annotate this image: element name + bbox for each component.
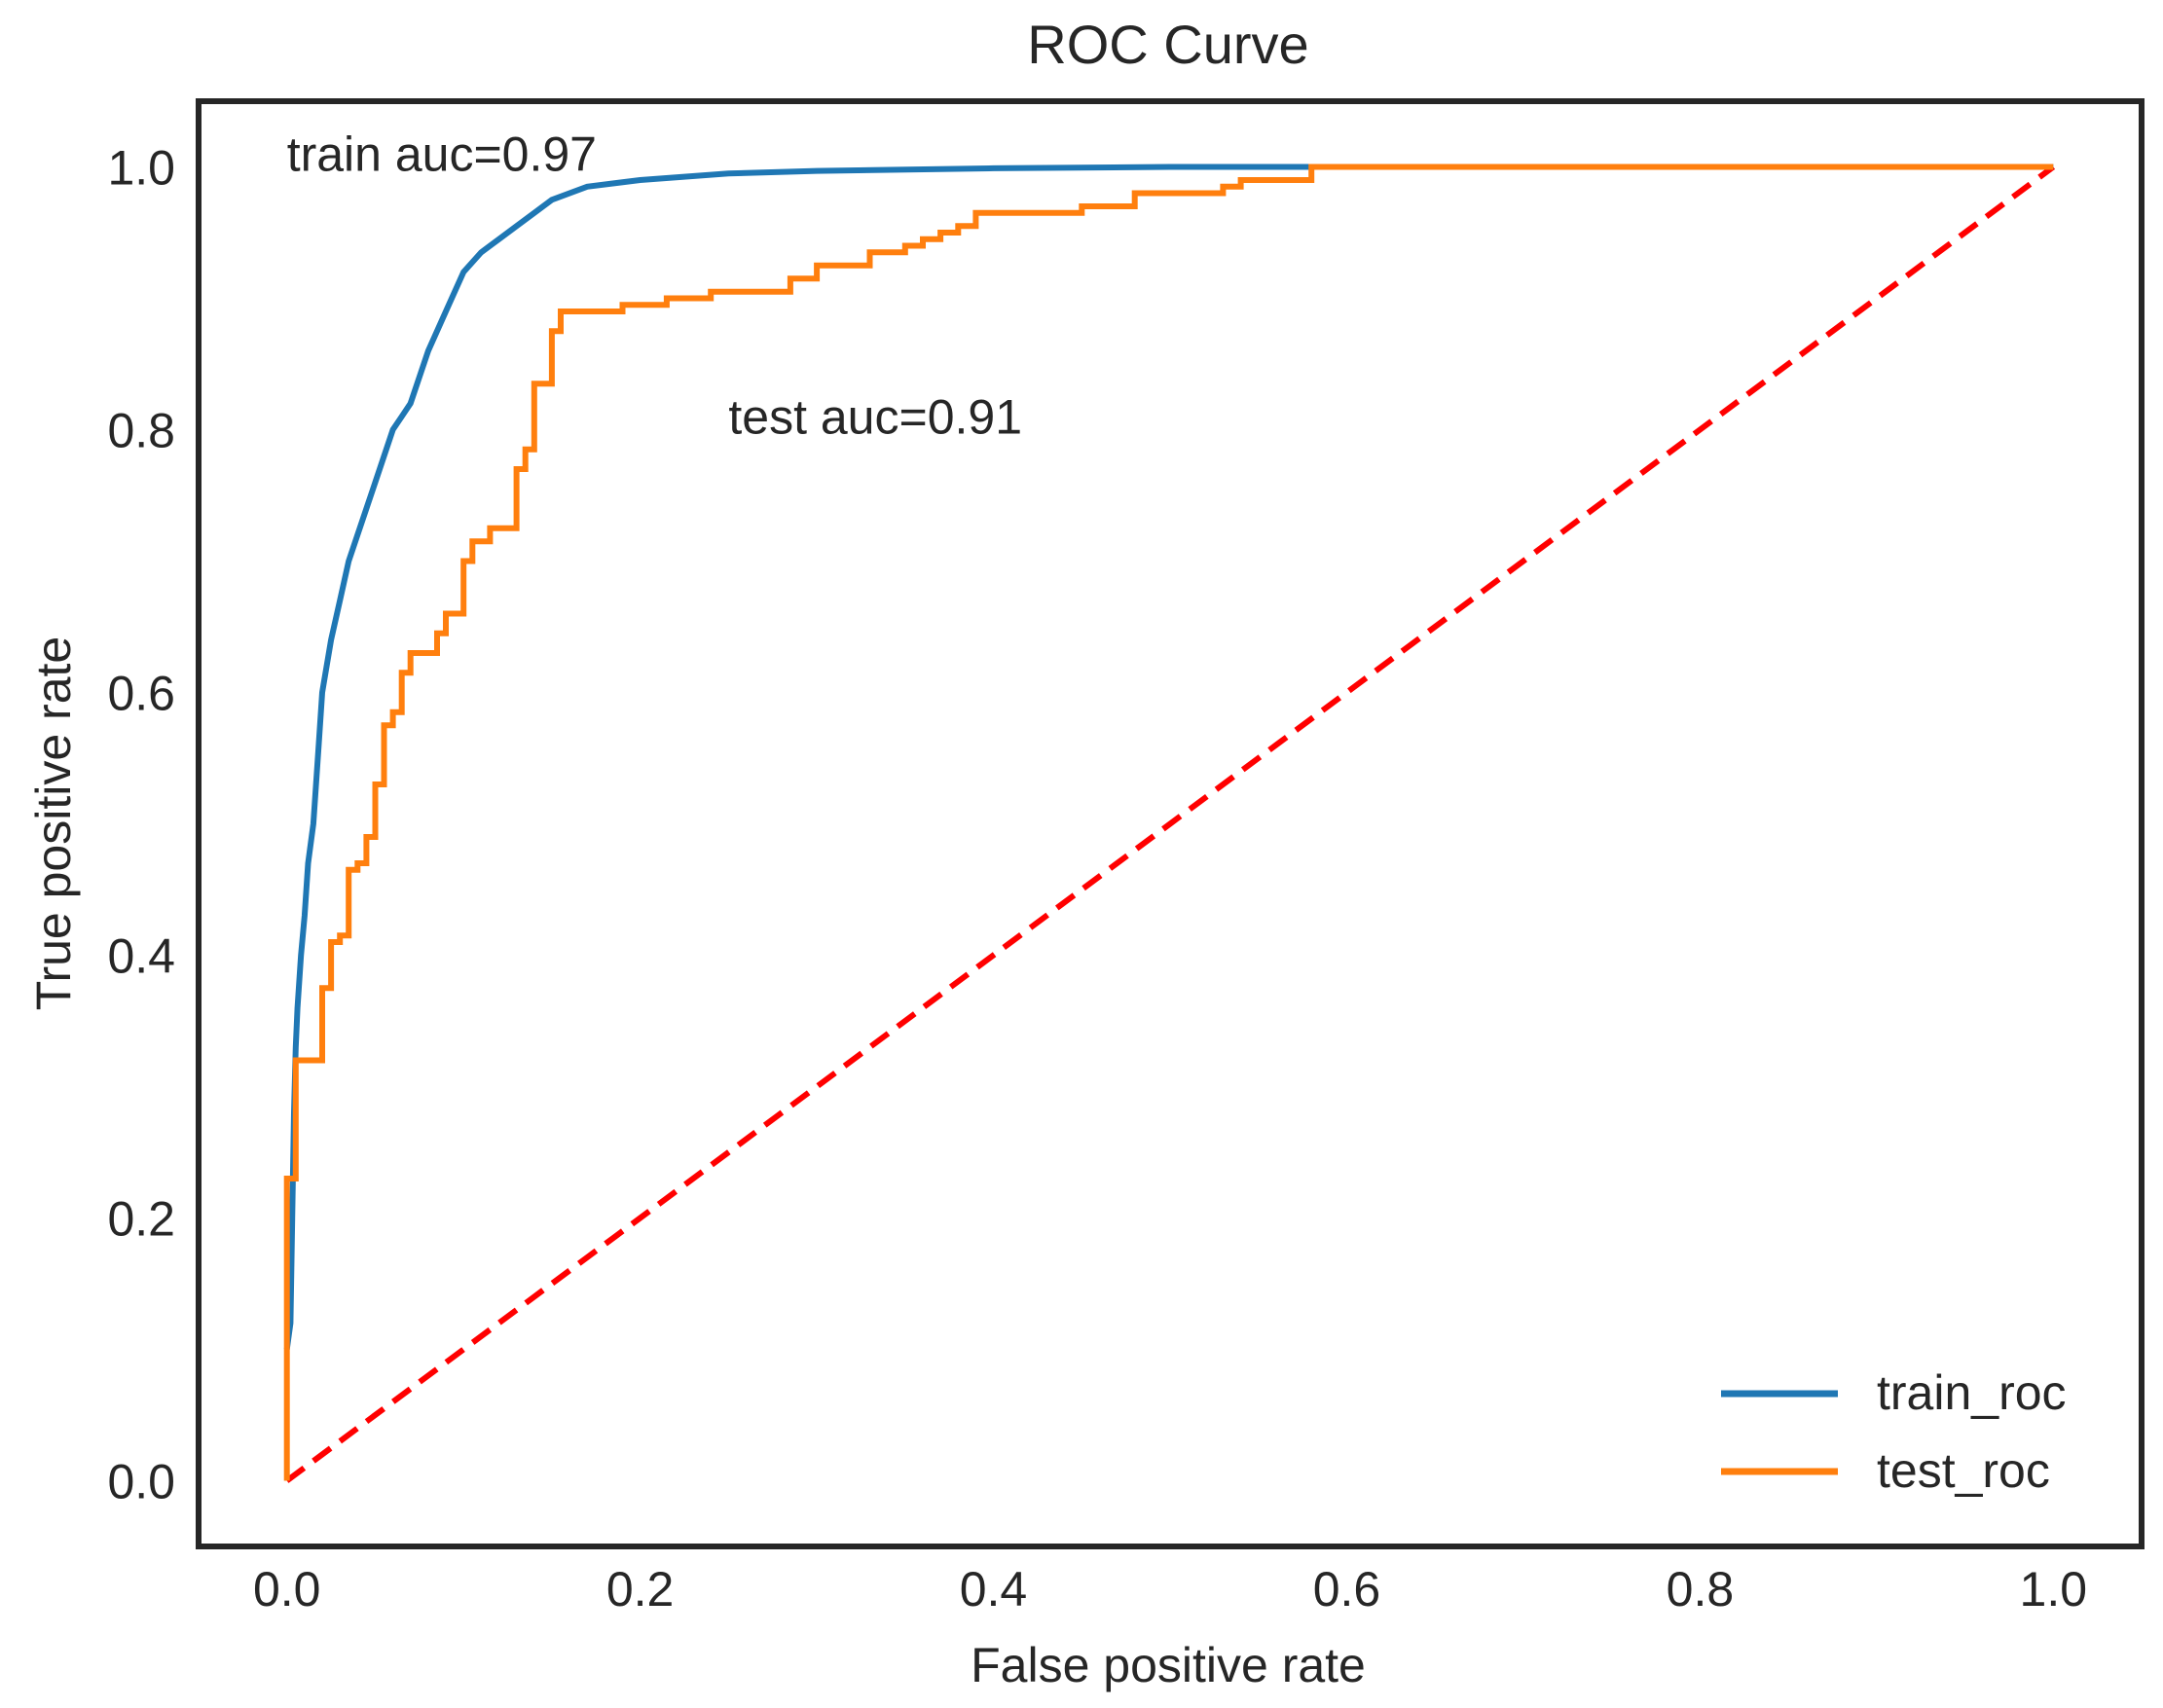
y-axis-label: True positive rate: [26, 636, 81, 1010]
y-tick-label: 0.2: [107, 1192, 175, 1247]
y-tick-label: 0.8: [107, 404, 175, 458]
x-tick-label: 0.4: [960, 1562, 1028, 1617]
legend-label-test-roc: test_roc: [1877, 1443, 2050, 1498]
chart-title: ROC Curve: [1027, 14, 1308, 75]
series-line-train-roc: [283, 164, 2054, 1350]
plot-frame: [196, 98, 2145, 1549]
x-axis-label: False positive rate: [971, 1638, 1366, 1692]
annotation-train-auc: train auc=0.97: [287, 127, 597, 182]
x-tick-label: 0.6: [1313, 1562, 1381, 1617]
series-layer: [283, 164, 2056, 1483]
annotation-layer: train auc=0.97 test auc=0.91: [287, 127, 1022, 445]
legend-label-train-roc: train_roc: [1877, 1365, 2067, 1420]
series-line-random: [284, 164, 2056, 1483]
x-tick-label: 0.2: [606, 1562, 675, 1617]
x-tick-label: 0.8: [1667, 1562, 1735, 1617]
series-line-test-roc: [283, 164, 2054, 1481]
annotation-test-auc: test auc=0.91: [728, 390, 1022, 445]
y-tick-label: 0.6: [107, 667, 175, 721]
legend: train_roc test_roc: [1721, 1365, 2067, 1498]
x-tick-label: 0.0: [253, 1562, 321, 1617]
x-tick-label: 1.0: [2020, 1562, 2088, 1617]
y-tick-label: 0.0: [107, 1455, 175, 1509]
x-tick-labels: 0.0 0.2 0.4 0.6 0.8 1.0: [253, 1562, 2087, 1617]
y-tick-label: 1.0: [107, 141, 175, 196]
y-tick-labels: 0.0 0.2 0.4 0.6 0.8 1.0: [107, 141, 175, 1509]
y-tick-label: 0.4: [107, 929, 175, 984]
